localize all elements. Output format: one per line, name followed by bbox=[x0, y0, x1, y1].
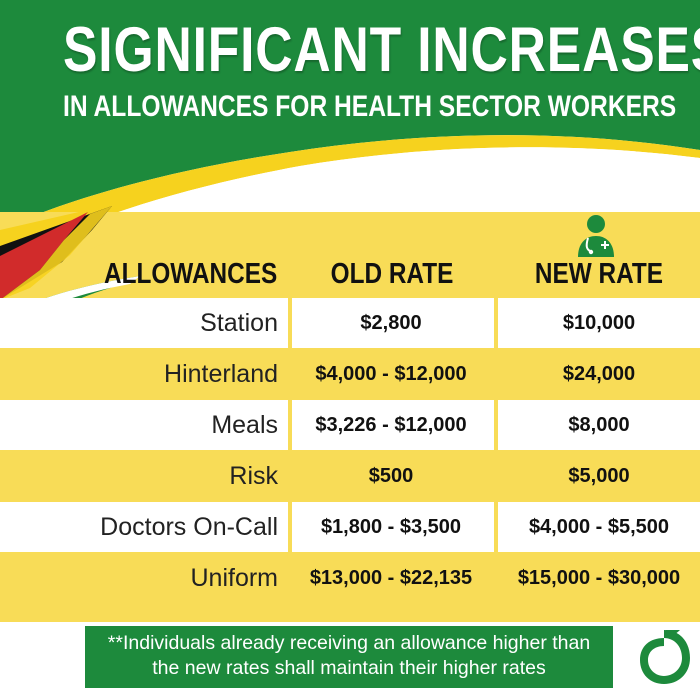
row-label: Uniform bbox=[190, 564, 278, 592]
table-row: Hinterland $4,000 - $12,000 $24,000 bbox=[0, 349, 700, 399]
brand-logo-icon bbox=[640, 630, 690, 684]
page-subtitle: IN ALLOWANCES FOR HEALTH SECTOR WORKERS bbox=[63, 90, 677, 123]
row-label: Doctors On-Call bbox=[100, 513, 278, 541]
old-rate-value: $500 bbox=[368, 465, 414, 487]
new-rate-value: $5,000 bbox=[568, 465, 630, 487]
row-label: Hinterland bbox=[164, 360, 278, 388]
old-rate-value: $13,000 - $22,135 bbox=[309, 567, 473, 589]
table-row: Meals $3,226 - $12,000 $8,000 bbox=[0, 400, 700, 450]
new-rate-value: $8,000 bbox=[568, 414, 630, 436]
column-header-old-rate: OLD RATE bbox=[330, 258, 454, 290]
page-title: SIGNIFICANT INCREASES bbox=[63, 15, 700, 85]
new-rate-value: $10,000 bbox=[562, 312, 636, 334]
table-row: Station $2,800 $10,000 bbox=[0, 298, 700, 348]
row-label: Meals bbox=[211, 411, 278, 439]
footnote: **Individuals already receiving an allow… bbox=[85, 626, 613, 688]
old-rate-value: $2,800 bbox=[360, 312, 422, 334]
old-rate-value: $4,000 - $12,000 bbox=[315, 363, 467, 385]
doctor-icon bbox=[578, 215, 614, 257]
new-rate-value: $15,000 - $30,000 bbox=[517, 567, 681, 589]
footnote-line: **Individuals already receiving an allow… bbox=[107, 632, 591, 654]
table-row: Doctors On-Call $1,800 - $3,500 $4,000 -… bbox=[0, 502, 700, 552]
column-header-new-rate: NEW RATE bbox=[534, 258, 664, 290]
column-header-allowances: ALLOWANCES bbox=[104, 258, 278, 290]
table-row: Risk $500 $5,000 bbox=[0, 451, 700, 501]
old-rate-value: $3,226 - $12,000 bbox=[315, 414, 467, 436]
table-row: Uniform $13,000 - $22,135 $15,000 - $30,… bbox=[0, 553, 700, 603]
footnote-line: the new rates shall maintain their highe… bbox=[152, 657, 546, 679]
new-rate-value: $4,000 - $5,500 bbox=[528, 516, 670, 538]
new-rate-value: $24,000 bbox=[562, 363, 636, 385]
old-rate-value: $1,800 - $3,500 bbox=[320, 516, 462, 538]
row-label: Risk bbox=[229, 462, 278, 490]
row-label: Station bbox=[200, 309, 278, 337]
